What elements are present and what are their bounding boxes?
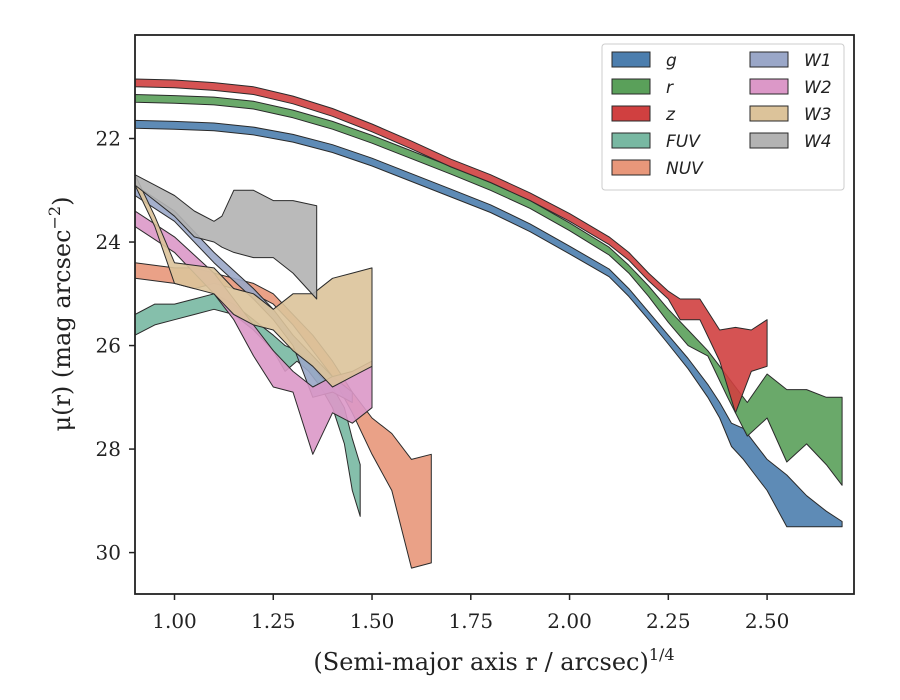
series-band-z [135,78,768,414]
legend-label-w2: W2 [804,78,832,98]
plot-frame [134,34,855,595]
y-tick-label: 26 [96,334,121,358]
y-axis-title-text: μ(r) (mag arcsec [48,229,76,431]
legend-label-w1: W1 [804,51,832,71]
legend-swatch-w1 [749,51,789,68]
y-axis-ticks: 22 24 26 28 30 [96,127,135,565]
legend-swatch-fuv [611,132,651,149]
series-layer [135,78,843,569]
series-band-w3 [135,174,373,388]
y-axis-title-exponent: −2 [45,206,64,230]
y-tick-label: 28 [96,437,121,461]
legend-swatch-r [611,78,651,95]
x-tick-label: 2.25 [646,609,691,633]
legend-label-z: z [665,105,676,125]
legend-swatch-w2 [749,78,789,95]
series-band-w4 [135,174,318,300]
x-axis-title-exponent: 1/4 [649,645,675,664]
x-tick-label: 1.50 [350,609,395,633]
y-axis-title: μ(r) (mag arcsec−2) [45,197,76,432]
x-tick-label: 1.25 [251,609,296,633]
x-tick-label: 1.00 [152,609,197,633]
legend-label-fuv: FUV [666,132,701,152]
legend-label-nuv: NUV [666,159,704,179]
legend-swatch-w3 [749,105,789,122]
legend-swatch-w4 [749,132,789,149]
x-axis-ticks: 1.00 1.25 1.50 1.75 2.00 2.25 2.50 [152,594,789,633]
legend-swatch-g [611,51,651,68]
y-tick-label: 24 [96,230,121,254]
x-tick-label: 1.75 [449,609,494,633]
series-band-g [135,119,843,528]
x-tick-label: 2.50 [745,609,790,633]
y-axis-title-close: ) [48,197,76,206]
legend-label-g: g [666,51,677,71]
x-axis-title: (Semi-major axis r / arcsec)1/4 [313,645,674,676]
legend-swatch-nuv [611,159,651,176]
y-tick-label: 22 [96,127,121,151]
x-axis-title-text: (Semi-major axis r / arcsec) [313,648,648,676]
y-tick-label: 30 [96,541,121,565]
legend-label-w3: W3 [804,105,832,125]
legend-swatch-z [611,105,651,122]
legend-label-r: r [666,78,674,98]
legend: grz FUV NUV W1 W2 W3 W4 [601,43,845,191]
legend-label-w4: W4 [804,132,832,152]
x-tick-label: 2.00 [547,609,592,633]
